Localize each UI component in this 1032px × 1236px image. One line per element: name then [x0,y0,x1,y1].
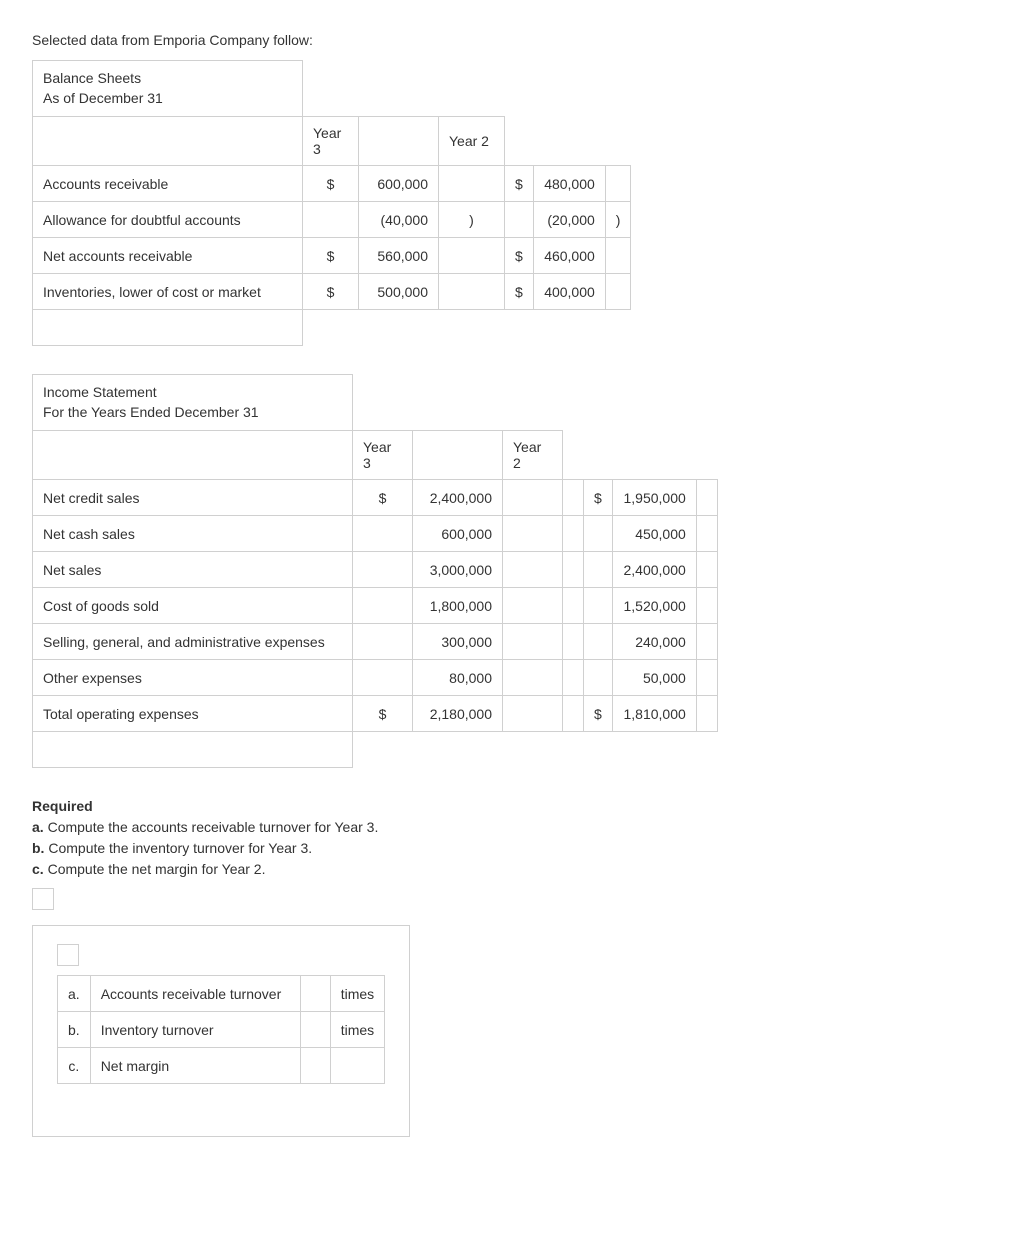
currency-symbol: $ [584,696,613,732]
bs-year3-header: Year 3 [303,117,359,166]
value-cell: 1,810,000 [612,696,696,732]
value-cell: 1,800,000 [413,588,503,624]
paren-close: ) [605,202,631,238]
is-row-label: Net sales [33,552,353,588]
table-row: Cost of goods sold 1,800,000 1,520,000 [33,588,718,624]
is-row-label: Net cash sales [33,516,353,552]
table-row: Net sales 3,000,000 2,400,000 [33,552,718,588]
value-cell: (20,000 [533,202,605,238]
answer-letter: b. [58,1012,91,1048]
value-cell: 500,000 [359,274,439,310]
table-row: Total operating expenses $ 2,180,000 $ 1… [33,696,718,732]
value-cell: 300,000 [413,624,503,660]
income-statement-title: Income Statement For the Years Ended Dec… [33,375,353,431]
is-row-label: Net credit sales [33,480,353,516]
table-row: Inventories, lower of cost or market $ 5… [33,274,631,310]
required-section: Required a. Compute the accounts receiva… [32,796,1000,880]
currency-symbol: $ [303,238,359,274]
value-cell: 240,000 [612,624,696,660]
table-row: a. Accounts receivable turnover times [58,976,385,1012]
value-cell: 460,000 [533,238,605,274]
balance-sheet-title: Balance Sheets As of December 31 [33,61,303,117]
currency-symbol: $ [303,166,359,202]
is-row-label: Cost of goods sold [33,588,353,624]
currency-symbol: $ [353,480,413,516]
value-cell: (40,000 [359,202,439,238]
value-cell: 2,400,000 [413,480,503,516]
bs-row-label: Net accounts receivable [33,238,303,274]
currency-symbol: $ [505,274,534,310]
value-cell: 3,000,000 [413,552,503,588]
table-row: Allowance for doubtful accounts (40,000 … [33,202,631,238]
value-cell: 80,000 [413,660,503,696]
answer-label: Net margin [90,1048,300,1084]
value-cell: 600,000 [359,166,439,202]
paren-close: ) [439,202,505,238]
placeholder-box [57,944,79,966]
required-item-a: Compute the accounts receivable turnover… [48,819,379,835]
is-row-label: Other expenses [33,660,353,696]
is-row-label: Selling, general, and administrative exp… [33,624,353,660]
currency-symbol: $ [505,238,534,274]
value-cell: 480,000 [533,166,605,202]
table-row: Selling, general, and administrative exp… [33,624,718,660]
is-year3-header: Year 3 [353,431,413,480]
value-cell: 2,400,000 [612,552,696,588]
required-item-c: Compute the net margin for Year 2. [48,861,266,877]
table-row: Net cash sales 600,000 450,000 [33,516,718,552]
table-row: Other expenses 80,000 50,000 [33,660,718,696]
currency-symbol: $ [505,166,534,202]
value-cell: 1,950,000 [612,480,696,516]
bs-row-label: Allowance for doubtful accounts [33,202,303,238]
table-row: b. Inventory turnover times [58,1012,385,1048]
table-row: Net accounts receivable $ 560,000 $ 460,… [33,238,631,274]
value-cell: 560,000 [359,238,439,274]
value-cell: 2,180,000 [413,696,503,732]
bs-row-label: Accounts receivable [33,166,303,202]
table-row: Accounts receivable $ 600,000 $ 480,000 [33,166,631,202]
bs-year2-header: Year 2 [439,117,505,166]
answer-unit: times [330,976,384,1012]
is-row-label: Total operating expenses [33,696,353,732]
answer-label: Accounts receivable turnover [90,976,300,1012]
required-item-b: Compute the inventory turnover for Year … [48,840,312,856]
answer-letter: a. [58,976,91,1012]
currency-symbol: $ [353,696,413,732]
income-statement-table: Income Statement For the Years Ended Dec… [32,374,718,768]
answer-letter: c. [58,1048,91,1084]
bs-row-label: Inventories, lower of cost or market [33,274,303,310]
answers-container: a. Accounts receivable turnover times b.… [32,925,410,1137]
answers-table: a. Accounts receivable turnover times b.… [57,975,385,1084]
balance-sheet-table: Balance Sheets As of December 31 Year 3 … [32,60,631,346]
intro-text: Selected data from Emporia Company follo… [32,32,1000,48]
value-cell: 50,000 [612,660,696,696]
table-row: c. Net margin [58,1048,385,1084]
answer-label: Inventory turnover [90,1012,300,1048]
value-cell: 400,000 [533,274,605,310]
is-year2-header: Year 2 [503,431,563,480]
table-row: Net credit sales $ 2,400,000 $ 1,950,000 [33,480,718,516]
answer-unit: times [330,1012,384,1048]
currency-symbol: $ [584,480,613,516]
placeholder-box [32,888,54,910]
currency-symbol: $ [303,274,359,310]
value-cell: 600,000 [413,516,503,552]
required-heading: Required [32,798,93,814]
value-cell: 450,000 [612,516,696,552]
value-cell: 1,520,000 [612,588,696,624]
